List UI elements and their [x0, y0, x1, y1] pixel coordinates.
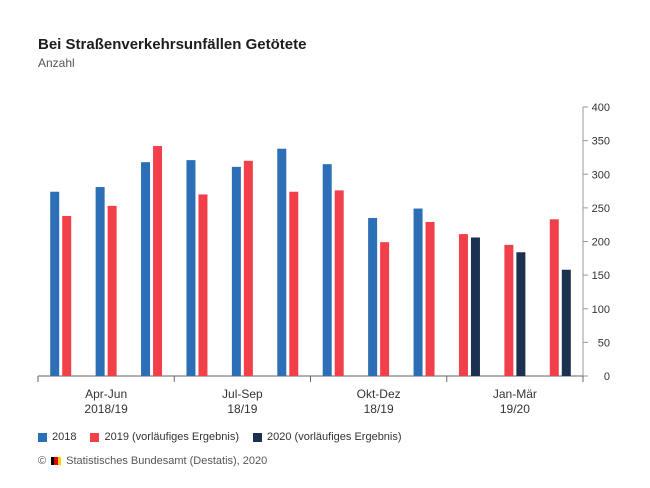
bar-2019 — [289, 191, 299, 376]
bar-2019 — [334, 190, 344, 376]
y-tick-label: 400 — [592, 102, 610, 114]
legend-item-2019: 2019 (vorläufiges Ergebnis) — [90, 431, 239, 443]
x-group-sublabel: 18/19 — [227, 402, 257, 416]
bar-2018 — [322, 164, 332, 376]
y-tick-label: 0 — [604, 371, 610, 383]
copyright-symbol: © — [38, 455, 47, 467]
legend-swatch-2018 — [38, 432, 47, 442]
y-tick-label: 200 — [592, 237, 610, 249]
bar-2018 — [95, 187, 105, 376]
y-tick-label: 100 — [592, 304, 610, 316]
legend-item-2018: 2018 — [38, 431, 76, 443]
x-group-label: Okt-Dez — [357, 387, 401, 401]
x-group-label: Jul-Sep — [222, 387, 263, 401]
bar-2018 — [141, 162, 151, 376]
bar-2018 — [231, 166, 241, 376]
bar-2018 — [186, 160, 196, 376]
x-group-label: Apr-Jun — [85, 387, 127, 401]
x-group-label: Jan-Mär — [493, 387, 537, 401]
bar-2019 — [425, 221, 435, 376]
x-group-sublabel: 2018/19 — [84, 402, 128, 416]
bar-2018 — [368, 217, 378, 376]
bar-2020 — [470, 237, 480, 376]
y-tick-label: 250 — [592, 203, 610, 215]
x-group-sublabel: 19/20 — [500, 402, 530, 416]
y-tick-label: 150 — [592, 270, 610, 282]
legend-item-2020: 2020 (vorläufiges Ergebnis) — [253, 431, 402, 443]
legend-label-2018: 2018 — [52, 431, 77, 443]
source-text: Statistisches Bundesamt (Destatis), 2020 — [66, 455, 268, 467]
y-tick-label: 300 — [592, 169, 610, 181]
bar-2019 — [243, 160, 253, 376]
bar-2019 — [504, 244, 514, 376]
bar-2019 — [458, 234, 468, 376]
legend-swatch-2020 — [253, 432, 263, 442]
destatis-flag-icon — [51, 457, 62, 465]
bar-2019 — [153, 146, 163, 376]
legend-label-2019: 2019 (vorläufiges Ergebnis) — [104, 431, 240, 443]
legend-swatch-2019 — [90, 432, 100, 442]
x-group-sublabel: 18/19 — [364, 402, 394, 416]
legend-label-2020: 2020 (vorläufiges Ergebnis) — [267, 431, 402, 443]
bar-2018 — [413, 208, 423, 376]
y-tick-label: 350 — [592, 136, 610, 148]
bar-2019 — [198, 194, 208, 376]
bar-2019 — [380, 242, 390, 376]
source-note: © Statistisches Bundesamt (Destatis), 20… — [38, 455, 267, 467]
bar-2019 — [107, 205, 117, 376]
bar-2019 — [549, 219, 559, 376]
y-tick-label: 50 — [598, 337, 610, 349]
chart-subtitle: Anzahl — [38, 56, 75, 70]
chart-title: Bei Straßenverkehrsunfällen Getötete — [38, 36, 307, 53]
bar-2018 — [50, 191, 60, 376]
bar-2020 — [561, 269, 571, 376]
bar-2019 — [62, 215, 72, 376]
bar-2018 — [277, 148, 287, 376]
bar-2020 — [516, 252, 526, 376]
legend: 2018 2019 (vorläufiges Ergebnis) 2020 (v… — [38, 431, 402, 443]
